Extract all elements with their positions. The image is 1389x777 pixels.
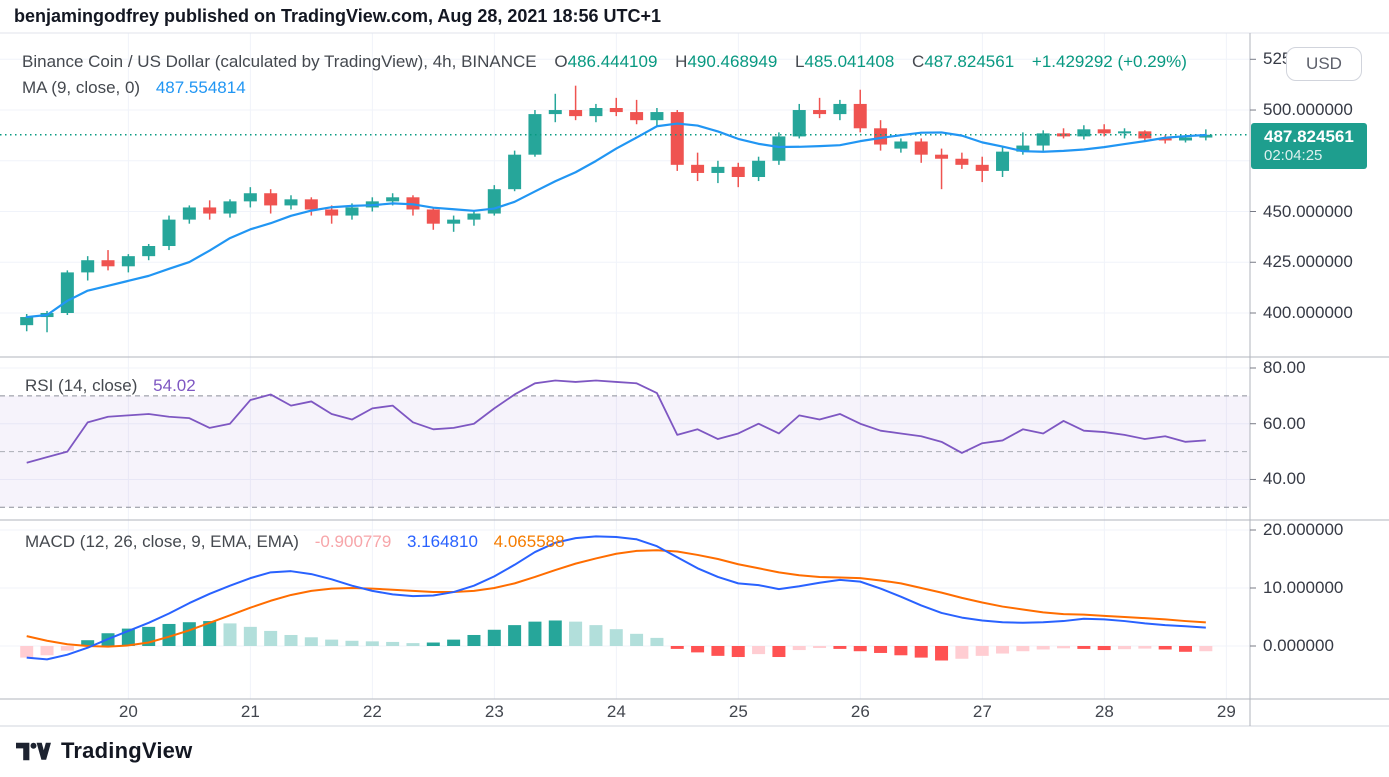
last-price-value: 487.824561 (1264, 127, 1354, 146)
rsi-tick-label: 60.00 (1263, 413, 1306, 433)
macd-signal-value: 4.065588 (493, 532, 565, 551)
time-tick-label: 23 (484, 702, 504, 721)
time-tick-label: 21 (240, 702, 260, 721)
time-tick-label: 28 (1094, 702, 1114, 721)
symbol-legend: Binance Coin / US Dollar (calculated by … (22, 52, 1187, 72)
time-tick-label: 20 (118, 702, 138, 721)
currency-toggle-button[interactable]: USD (1286, 47, 1362, 81)
macd-tick-label: 0.000000 (1263, 636, 1334, 655)
ohlc-high: H490.468949 (675, 52, 778, 71)
macd-tick-label: 10.000000 (1263, 578, 1344, 597)
ma-label: MA (9, close, 0) (22, 78, 141, 97)
ohlc-open: O486.444109 (554, 52, 658, 71)
symbol-title: Binance Coin / US Dollar (calculated by … (22, 52, 537, 71)
price-tick-label: 450.000000 (1263, 201, 1353, 221)
rsi-value: 54.02 (153, 376, 196, 395)
price-tick-label: 500.000000 (1263, 100, 1353, 120)
rsi-legend: RSI (14, close) 54.02 (25, 376, 196, 396)
rsi-tick-label: 80.00 (1263, 358, 1306, 377)
ohlc-low: L485.041408 (795, 52, 895, 71)
price-change: +1.429292 (+0.29%) (1031, 52, 1187, 71)
last-price-badge: 487.824561 02:04:25 (1251, 123, 1367, 169)
rsi-tick-label: 40.00 (1263, 469, 1306, 489)
macd-label: MACD (12, 26, close, 9, EMA, EMA) (25, 532, 299, 551)
time-tick-label: 24 (606, 702, 626, 721)
ma-value: 487.554814 (155, 78, 246, 97)
footer-brand[interactable]: TradingView (16, 738, 192, 764)
time-tick-label: 22 (362, 702, 382, 721)
price-tick-label: 400.000000 (1263, 302, 1353, 322)
time-tick-label: 25 (728, 702, 748, 721)
tradingview-logo-icon (16, 742, 52, 761)
tradingview-wordmark: TradingView (61, 738, 193, 763)
ma-legend: MA (9, close, 0) 487.554814 (22, 78, 246, 98)
rsi-label: RSI (14, close) (25, 376, 138, 395)
macd-legend: MACD (12, 26, close, 9, EMA, EMA) -0.900… (25, 532, 565, 552)
time-tick-label: 26 (850, 702, 870, 721)
macd-hist-value: -0.900779 (314, 532, 392, 551)
time-tick-label: 27 (972, 702, 992, 721)
ohlc-close: C487.824561 (912, 52, 1015, 71)
bar-countdown: 02:04:25 (1264, 147, 1323, 164)
macd-tick-label: 20.000000 (1263, 520, 1344, 539)
macd-line-value: 3.164810 (407, 532, 478, 551)
attribution-bar: benjamingodfrey published on TradingView… (14, 6, 661, 26)
time-tick-label: 29 (1216, 702, 1236, 721)
price-tick-label: 425.000000 (1263, 252, 1353, 272)
